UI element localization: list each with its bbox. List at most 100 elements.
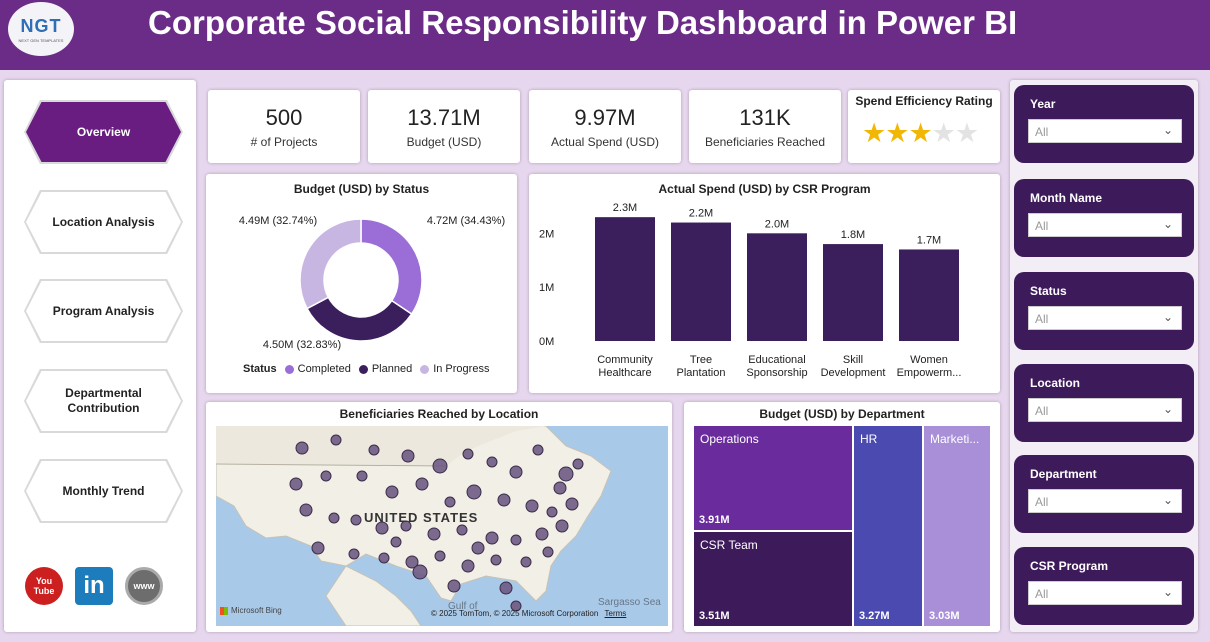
location-bubble[interactable] [405, 555, 419, 569]
location-bubble[interactable] [510, 600, 522, 612]
location-bubble[interactable] [444, 496, 456, 508]
bar[interactable] [899, 249, 959, 341]
kpi-label: Budget (USD) [406, 134, 482, 149]
location-bubble[interactable] [525, 499, 539, 513]
nav-program-analysis-button[interactable]: Program Analysis [26, 281, 181, 341]
filter-label: CSR Program [1030, 559, 1109, 573]
tile-label: CSR Team [700, 538, 758, 552]
location-bubble[interactable] [368, 444, 380, 456]
donut-slice-completed[interactable] [360, 218, 423, 316]
location-bubble[interactable] [412, 564, 428, 580]
location-bubble[interactable] [546, 506, 558, 518]
linkedin-icon[interactable]: in [75, 567, 113, 605]
location-bubble[interactable] [400, 520, 412, 532]
map-attribution: © 2025 TomTom, © 2025 Microsoft Corporat… [431, 609, 626, 618]
x-tick-label: Plantation [677, 367, 726, 379]
kpi-value: 13.71M [407, 104, 481, 130]
donut-slice-planned[interactable] [306, 296, 413, 342]
location-bubble[interactable] [385, 485, 399, 499]
tile-value: 3.91M [699, 514, 730, 526]
location-bubble[interactable] [289, 477, 303, 491]
location-bubble[interactable] [509, 465, 523, 479]
chart-title: Beneficiaries Reached by Location [339, 407, 539, 421]
location-bubble[interactable] [471, 541, 485, 555]
donut-slice-in-progress[interactable] [299, 218, 362, 310]
treemap-tile-marketing[interactable]: Marketi... 3.03M [924, 426, 990, 626]
location-bubble[interactable] [490, 554, 502, 566]
location-bubble[interactable] [401, 449, 415, 463]
location-bubble[interactable] [499, 581, 513, 595]
nav-location-analysis-button[interactable]: Location Analysis [26, 192, 181, 252]
location-bubble[interactable] [434, 550, 446, 562]
youtube-icon[interactable]: You Tube [25, 567, 63, 605]
treemap-tile-operations[interactable]: Operations 3.91M [694, 426, 852, 530]
location-bubble[interactable] [390, 536, 402, 548]
map-canvas[interactable]: UNITED STATES Gulf of Sargasso Sea Micro… [216, 426, 668, 626]
bar[interactable] [823, 244, 883, 341]
location-bubble[interactable] [350, 514, 362, 526]
location-bubble[interactable] [299, 503, 313, 517]
page-title: Corporate Social Responsibility Dashboar… [148, 4, 1018, 41]
location-bubble[interactable] [356, 470, 368, 482]
location-bubble[interactable] [461, 559, 475, 573]
location-bubble[interactable] [415, 477, 429, 491]
chevron-down-icon: ⌄ [1162, 585, 1173, 599]
month-name-dropdown[interactable]: All ⌄ [1028, 213, 1182, 237]
nav-monthly-trend-button[interactable]: Monthly Trend [26, 461, 181, 521]
nav-departmental-contribution-button[interactable]: Departmental Contribution [26, 371, 181, 431]
donut-legend: Status Completed Planned In Progress [243, 363, 489, 375]
chevron-down-icon: ⌄ [1162, 123, 1173, 137]
location-bubble[interactable] [295, 441, 309, 455]
location-bubble[interactable] [532, 444, 544, 456]
chart-title: Actual Spend (USD) by CSR Program [658, 182, 871, 196]
location-bubble[interactable] [572, 458, 584, 470]
bar[interactable] [595, 217, 655, 341]
nav-overview-button[interactable]: Overview [26, 102, 181, 162]
bar[interactable] [671, 222, 731, 341]
department-dropdown[interactable]: All ⌄ [1028, 489, 1182, 513]
status-dropdown[interactable]: All ⌄ [1028, 306, 1182, 330]
location-bubble[interactable] [558, 466, 574, 482]
location-bubble[interactable] [427, 527, 441, 541]
bar[interactable] [747, 233, 807, 341]
csr-program-dropdown[interactable]: All ⌄ [1028, 581, 1182, 605]
logo-subtext: NEXT GEN TEMPLATES [18, 37, 64, 43]
location-bubble[interactable] [497, 493, 511, 507]
kpi-value: 9.97M [574, 104, 636, 130]
location-bubble[interactable] [330, 434, 342, 446]
location-bubble[interactable] [328, 512, 340, 524]
year-dropdown[interactable]: All ⌄ [1028, 119, 1182, 143]
budget-by-department-treemap: Budget (USD) by Department Operations 3.… [684, 402, 1000, 632]
chevron-down-icon: ⌄ [1162, 217, 1173, 231]
location-bubble[interactable] [510, 534, 522, 546]
location-bubble[interactable] [456, 524, 468, 536]
location-bubble[interactable] [466, 484, 482, 500]
location-bubble[interactable] [320, 470, 332, 482]
location-bubble[interactable] [311, 541, 325, 555]
terms-link[interactable]: Terms [604, 609, 627, 618]
kpi-card-budget: 13.71M Budget (USD) [368, 90, 520, 163]
location-bubble[interactable] [348, 548, 360, 560]
globe-icon[interactable]: www [125, 567, 163, 605]
location-bubble[interactable] [485, 531, 499, 545]
location-bubble[interactable] [553, 481, 567, 495]
location-bubble[interactable] [378, 552, 390, 564]
location-bubble[interactable] [542, 546, 554, 558]
filter-department: Department All ⌄ [1014, 455, 1194, 533]
treemap-tile-hr[interactable]: HR 3.27M [854, 426, 922, 626]
donut-data-label: 4.72M (34.43%) [427, 215, 505, 227]
location-bubble[interactable] [486, 456, 498, 468]
star-empty-icon: ★ [931, 118, 956, 148]
location-bubble[interactable] [535, 527, 549, 541]
location-bubble[interactable] [432, 458, 448, 474]
location-bubble[interactable] [520, 556, 532, 568]
donut-data-label: 4.49M (32.74%) [239, 215, 317, 227]
treemap-tile-csr-team[interactable]: CSR Team 3.51M [694, 532, 852, 626]
location-bubble[interactable] [565, 497, 579, 511]
location-bubble[interactable] [447, 579, 461, 593]
bar-data-label: 2.3M [613, 202, 637, 214]
location-dropdown[interactable]: All ⌄ [1028, 398, 1182, 422]
location-bubble[interactable] [462, 448, 474, 460]
location-bubble[interactable] [375, 521, 389, 535]
location-bubble[interactable] [555, 519, 569, 533]
